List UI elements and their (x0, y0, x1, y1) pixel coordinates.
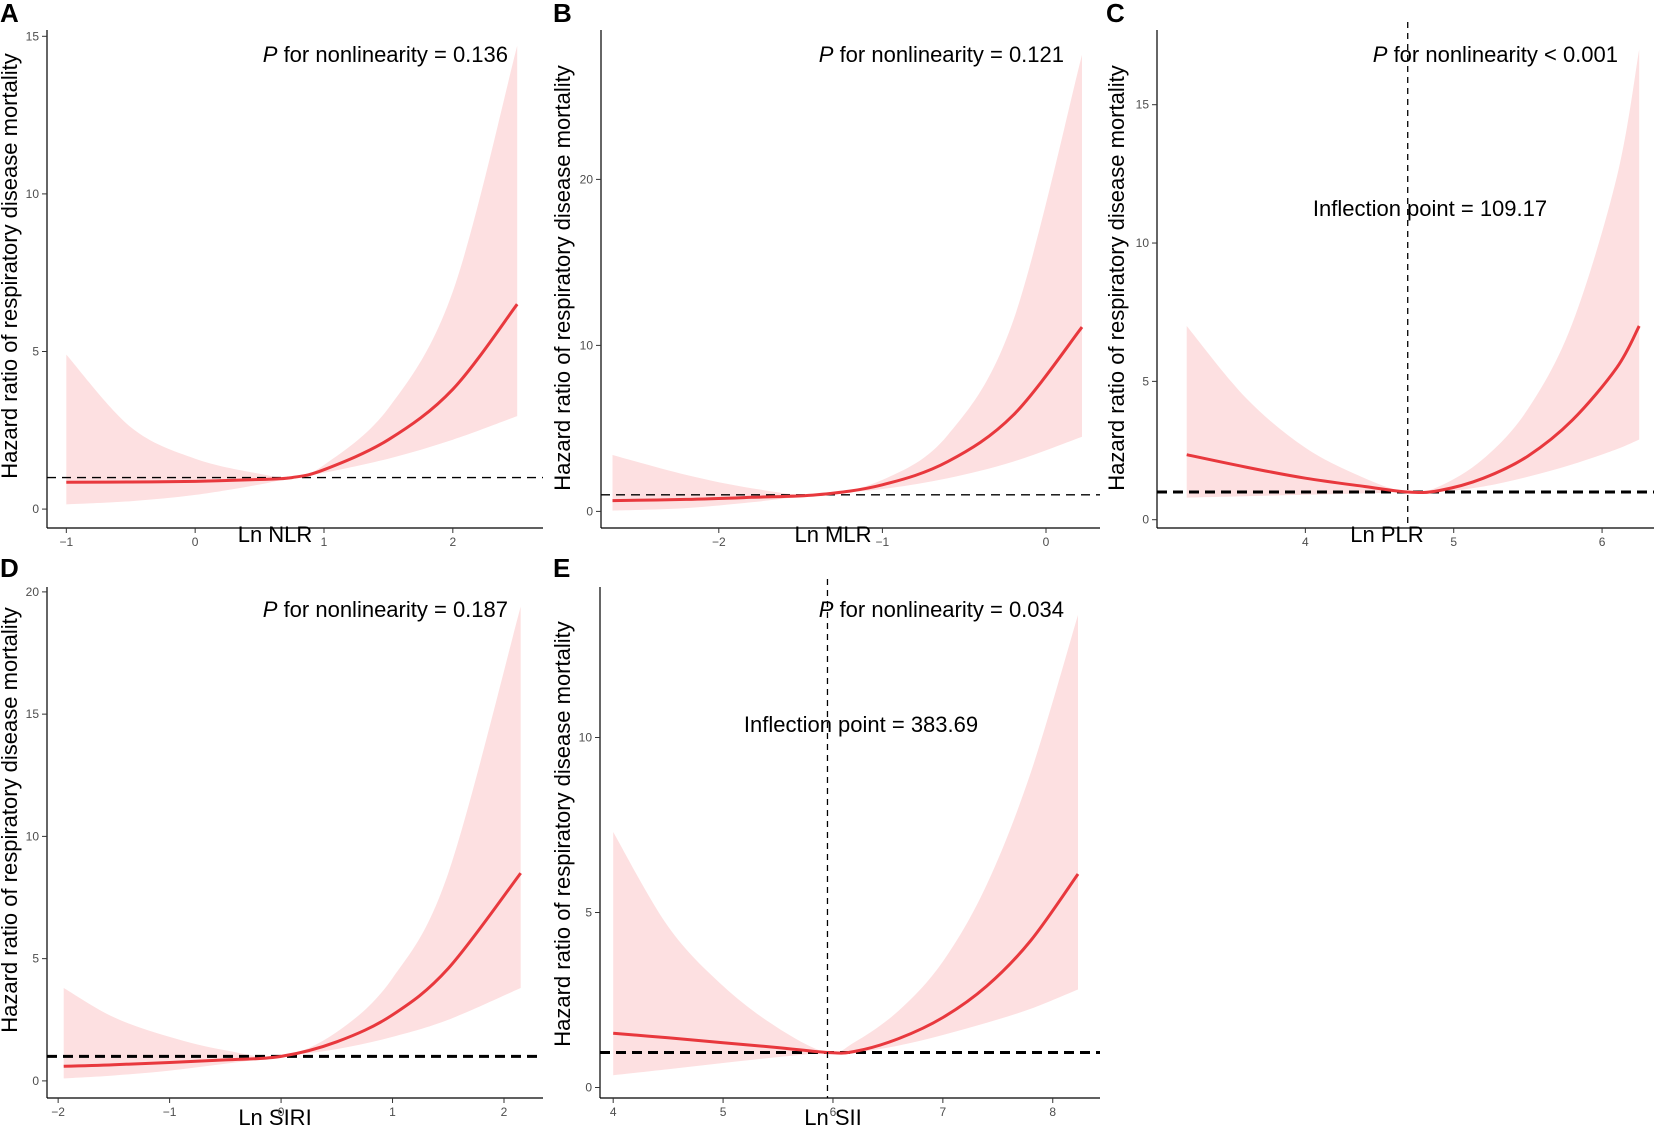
plot-area: 0 5 10 4 5 6 7 8 (579, 579, 1100, 1119)
annotation-italic: P (819, 597, 834, 622)
annotation-italic: P (263, 597, 278, 622)
nonlinearity-annotation: P for nonlinearity = 0.187 (263, 597, 508, 622)
y-axis-title: Hazard ratio of respiratory disease mort… (550, 65, 575, 491)
annotation-italic: P (819, 42, 834, 67)
x-tick-label: 6 (830, 1105, 837, 1119)
x-tick-label: 2 (449, 535, 456, 549)
x-tick-label: 2 (501, 1105, 508, 1119)
panel-d: D Hazard ratio of respiratory disease mo… (0, 553, 543, 1127)
y-tick-label: 10 (1136, 236, 1150, 250)
x-tick-label: −1 (59, 535, 73, 549)
panel-d-svg: D Hazard ratio of respiratory disease mo… (0, 553, 543, 1127)
x-tick-label: 4 (610, 1105, 617, 1119)
confidence-band (612, 54, 1082, 511)
y-tick-label: 20 (580, 172, 594, 186)
confidence-band (613, 615, 1078, 1076)
x-tick-label: −1 (876, 535, 890, 549)
hazard-ratio-curve (1186, 325, 1641, 494)
x-axis-title: Ln PLR (1350, 522, 1423, 547)
x-axis-title: Ln SII (804, 1105, 861, 1127)
y-axis-title: Hazard ratio of respiratory disease mort… (1104, 65, 1129, 491)
confidence-band (66, 45, 518, 505)
y-tick-label: 0 (585, 1081, 592, 1095)
x-axis-title: Ln MLR (794, 522, 871, 547)
plot-area: 0 5 10 15 20 −2 −1 0 1 2 (26, 585, 543, 1119)
hazard-ratio-curve (613, 873, 1080, 1055)
panel-c-svg: C Hazard ratio of respiratory disease mo… (1104, 0, 1654, 549)
panel-a-svg: A Hazard ratio of respiratory disease mo… (0, 0, 543, 549)
y-tick-label: 10 (580, 338, 594, 352)
x-tick-label: 7 (940, 1105, 947, 1119)
panel-letter: A (0, 0, 19, 28)
x-tick-label: 1 (321, 535, 328, 549)
panel-letter: B (553, 0, 572, 28)
y-tick-label: 10 (26, 187, 40, 201)
y-tick-label: 0 (1142, 513, 1149, 527)
annotation-rest: for nonlinearity < 0.001 (1387, 42, 1618, 67)
panel-letter: E (553, 553, 570, 583)
nonlinearity-annotation: P for nonlinearity = 0.034 (819, 597, 1064, 622)
x-axis-title: Ln SIRI (238, 1105, 311, 1127)
hazard-ratio-curve (612, 326, 1084, 503)
x-tick-label: −2 (51, 1105, 65, 1119)
y-tick-label: 5 (585, 906, 592, 920)
confidence-band (63, 606, 521, 1079)
y-tick-label: 5 (32, 952, 39, 966)
x-axis-title: Ln NLR (238, 522, 313, 547)
panel-letter: D (0, 553, 19, 583)
x-tick-label: 5 (720, 1105, 727, 1119)
y-tick-label: 5 (32, 344, 39, 358)
annotation-rest: for nonlinearity = 0.034 (833, 597, 1064, 622)
nonlinearity-annotation: P for nonlinearity = 0.121 (819, 42, 1064, 67)
x-tick-label: 0 (1043, 535, 1050, 549)
inflection-point-label: Inflection point = 383.69 (744, 712, 978, 737)
x-tick-label: 8 (1049, 1105, 1056, 1119)
y-tick-label: 0 (32, 1074, 39, 1088)
x-tick-label: −2 (712, 535, 726, 549)
confidence-band (1186, 49, 1640, 498)
plot-area: 0 10 20 −2 −1 0 (580, 30, 1100, 549)
x-tick-label: 5 (1450, 535, 1457, 549)
x-tick-label: 6 (1599, 535, 1606, 549)
panel-e: E Hazard ratio of respiratory disease mo… (550, 553, 1100, 1127)
x-tick-label: 1 (389, 1105, 396, 1119)
y-axis-title: Hazard ratio of respiratory disease mort… (550, 621, 575, 1047)
panel-e-svg: E Hazard ratio of respiratory disease mo… (550, 553, 1100, 1127)
y-tick-label: 0 (586, 504, 593, 518)
nonlinearity-annotation: P for nonlinearity < 0.001 (1373, 42, 1618, 67)
panel-b-svg: B Hazard ratio of respiratory disease mo… (550, 0, 1100, 549)
inflection-point-label: Inflection point = 109.17 (1313, 196, 1547, 221)
x-tick-label: 0 (278, 1105, 285, 1119)
y-tick-label: 5 (1142, 374, 1149, 388)
y-tick-label: 15 (26, 29, 40, 43)
x-tick-label: 0 (192, 535, 199, 549)
hazard-ratio-curve (66, 303, 519, 484)
annotation-rest: for nonlinearity = 0.136 (277, 42, 508, 67)
x-tick-label: 4 (1302, 535, 1309, 549)
plot-area: 0 5 10 15 −1 0 1 2 (26, 29, 543, 549)
nonlinearity-annotation: P for nonlinearity = 0.136 (263, 42, 508, 67)
x-tick-label: −1 (163, 1105, 177, 1119)
y-tick-label: 15 (26, 707, 40, 721)
annotation-italic: P (1373, 42, 1388, 67)
y-tick-label: 20 (26, 585, 40, 599)
panel-c: C Hazard ratio of respiratory disease mo… (1104, 0, 1654, 553)
annotation-rest: for nonlinearity = 0.121 (833, 42, 1064, 67)
annotation-italic: P (263, 42, 278, 67)
y-tick-label: 15 (1136, 98, 1150, 112)
y-axis-title: Hazard ratio of respiratory disease mort… (0, 53, 22, 479)
panel-a: A Hazard ratio of respiratory disease mo… (0, 0, 543, 553)
panel-b: B Hazard ratio of respiratory disease mo… (550, 0, 1100, 553)
annotation-rest: for nonlinearity = 0.187 (277, 597, 508, 622)
y-tick-label: 10 (26, 829, 40, 843)
panel-letter: C (1106, 0, 1125, 28)
plot-area: 0 5 10 15 4 5 6 (1136, 22, 1654, 549)
hazard-ratio-curve (63, 872, 522, 1068)
y-tick-label: 0 (32, 502, 39, 516)
y-axis-title: Hazard ratio of respiratory disease mort… (0, 607, 22, 1033)
y-tick-label: 10 (579, 731, 593, 745)
